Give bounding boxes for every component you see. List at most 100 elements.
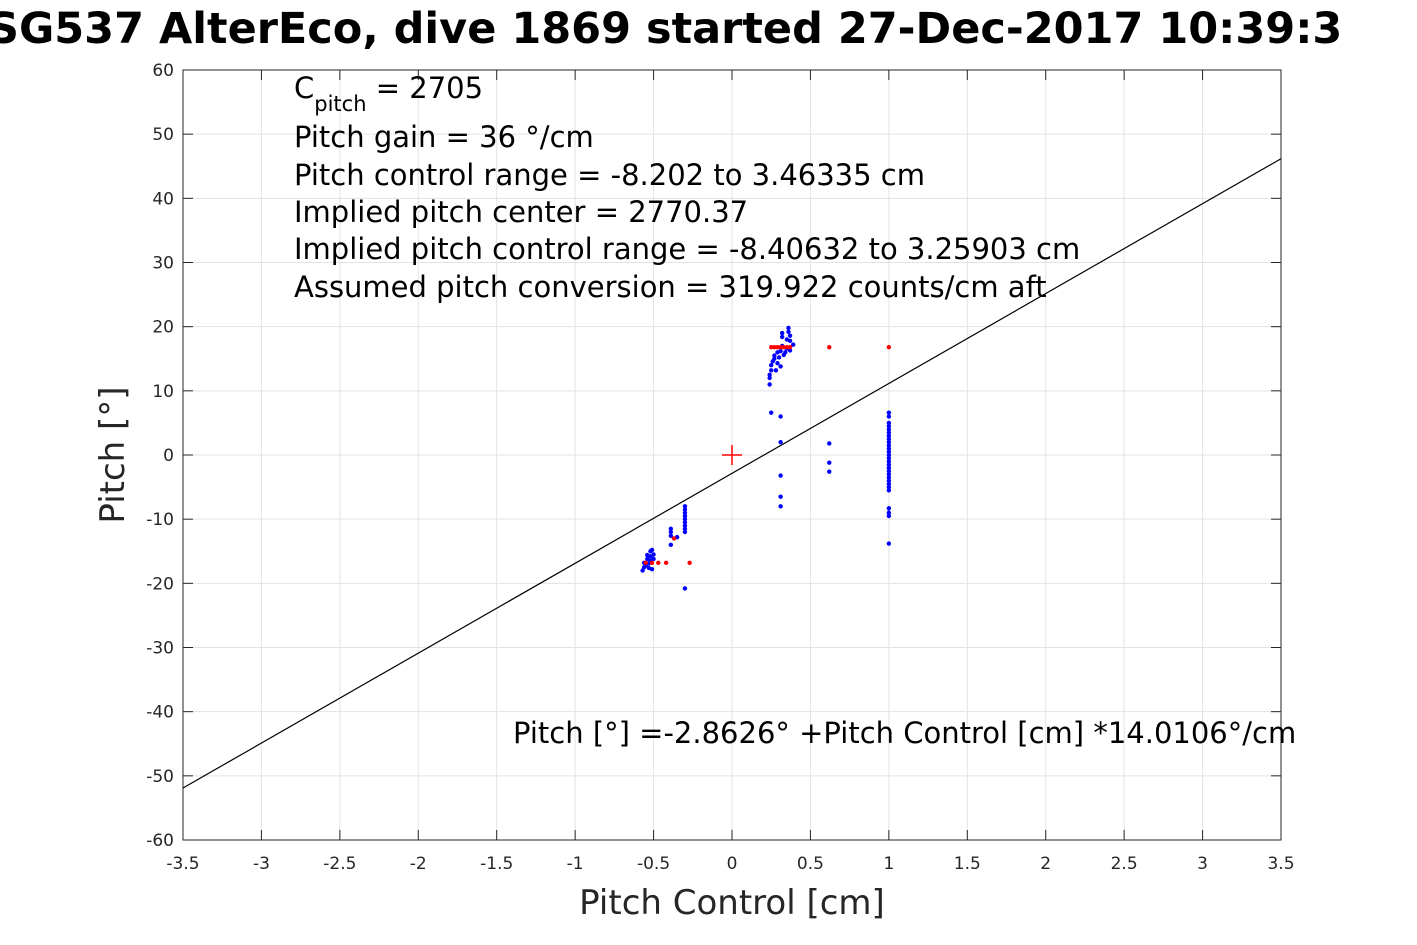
data-point	[769, 368, 774, 373]
data-point	[778, 345, 783, 350]
annotation-implied-center: Implied pitch center = 2770.37	[294, 195, 748, 229]
y-tick-labels: -60 -50 -40 -30 -20 -10 0 10 20 30 40 50 60	[146, 61, 174, 851]
data-point	[651, 552, 656, 557]
chart-title: SG537 AlterEco, dive 1869 started 27-Dec…	[0, 4, 1417, 54]
x-axis-label: Pitch Control [cm]	[579, 883, 885, 923]
data-point	[886, 414, 892, 419]
y-tick-label: -60	[146, 831, 174, 851]
data-point	[886, 439, 892, 445]
data-point	[671, 536, 677, 541]
data-point	[886, 452, 892, 458]
data-point	[886, 481, 892, 487]
data-point	[786, 329, 791, 334]
data-point	[886, 443, 892, 448]
y-tick-label: -40	[146, 703, 174, 723]
x-tick-label: -1.5	[480, 854, 513, 874]
data-point	[767, 382, 772, 387]
data-point	[776, 355, 782, 360]
data-point	[772, 353, 777, 358]
chart-title-text: SG537 AlterEco, dive 1869 started 27-Dec…	[0, 4, 1343, 54]
center-marker	[722, 445, 742, 465]
y-axis-label: Pitch [°]	[93, 386, 133, 523]
x-tick-label: -1	[567, 854, 584, 874]
data-point	[886, 430, 892, 435]
x-tick-label: 0.5	[797, 854, 824, 874]
data-point	[682, 516, 688, 522]
data-point	[886, 433, 892, 438]
data-point	[682, 520, 688, 525]
data-point	[649, 567, 655, 572]
tick-marks	[182, 69, 1282, 841]
data-point	[787, 348, 793, 353]
data-point	[682, 586, 688, 591]
data-point	[886, 449, 892, 454]
data-point	[668, 542, 674, 548]
x-tick-label: 2.5	[1111, 854, 1138, 874]
y-tick-label: 50	[152, 125, 174, 145]
data-point	[827, 469, 832, 474]
data-point	[886, 513, 892, 519]
annotation-cpitch-value: = 2705	[367, 71, 484, 105]
data-point	[769, 410, 774, 415]
x-tick-label: 3.5	[1267, 854, 1294, 874]
data-point	[772, 345, 777, 350]
data-point	[886, 478, 892, 483]
data-point	[886, 506, 892, 511]
y-tick-label: 60	[152, 61, 174, 81]
data-point	[784, 345, 790, 350]
data-points	[640, 325, 892, 591]
x-tick-label: -3.5	[166, 854, 199, 874]
data-point	[827, 441, 832, 446]
data-point	[773, 368, 779, 373]
data-point	[682, 529, 688, 535]
x-tick-label: 1.5	[954, 854, 981, 874]
data-point	[682, 510, 688, 515]
x-tick-label: -3	[253, 854, 270, 874]
data-point	[668, 526, 674, 531]
data-point	[663, 560, 669, 565]
x-tick-label: 2	[1040, 854, 1051, 874]
data-point	[668, 533, 674, 539]
data-point	[779, 330, 785, 336]
data-point	[778, 494, 783, 499]
data-point	[886, 472, 892, 477]
data-point	[772, 356, 777, 361]
y-tick-label: -50	[146, 767, 174, 787]
data-point	[886, 510, 892, 515]
data-point	[778, 504, 783, 509]
y-tick-label: -30	[146, 639, 174, 659]
data-point	[786, 325, 791, 331]
x-tick-label: 1	[883, 854, 894, 874]
data-point	[778, 348, 783, 354]
data-point	[886, 462, 892, 467]
annotation-cpitch-sub: pitch	[314, 92, 366, 116]
data-point	[886, 475, 892, 480]
data-point	[787, 333, 793, 338]
data-point	[886, 410, 892, 415]
y-tick-label: -20	[146, 574, 174, 594]
y-tick-label: 40	[152, 189, 174, 209]
data-point	[886, 423, 892, 429]
data-point	[682, 513, 688, 519]
data-point	[886, 446, 892, 451]
x-tick-labels: -3.5 -3 -2.5 -2 -1.5 -1 -0.5 0 0.5 1 1.5 2 2.5 3 3.5	[166, 854, 1294, 874]
data-point	[682, 504, 688, 509]
data-point	[886, 427, 892, 432]
data-point	[886, 488, 892, 493]
y-tick-label: 20	[152, 318, 174, 338]
data-point	[775, 345, 780, 350]
y-tick-label: 0	[163, 446, 174, 466]
data-point	[787, 345, 793, 350]
data-point	[687, 560, 692, 565]
data-point	[790, 342, 796, 347]
annotation-fit-equation: Pitch [°] =-2.8626° +Pitch Control [cm] …	[513, 716, 1296, 750]
data-point	[827, 345, 832, 350]
fit-line	[182, 158, 1282, 789]
data-point	[886, 468, 892, 474]
data-point	[886, 420, 892, 426]
data-point	[886, 541, 892, 546]
data-point	[886, 456, 892, 461]
data-point	[682, 523, 688, 528]
data-point	[775, 361, 780, 366]
data-point	[651, 556, 656, 562]
